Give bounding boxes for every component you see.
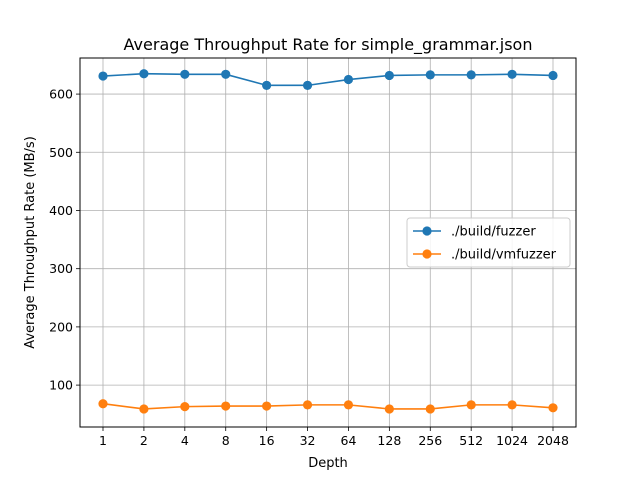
data-point bbox=[548, 70, 558, 81]
data-point bbox=[466, 70, 476, 80]
data-point bbox=[343, 74, 354, 85]
x-tick-label: 1024 bbox=[496, 433, 528, 448]
data-point bbox=[262, 80, 272, 90]
data-point bbox=[425, 70, 435, 80]
x-tick-label: 4 bbox=[181, 433, 189, 448]
data-point bbox=[302, 80, 313, 90]
legend-label: ./build/vmfuzzer bbox=[451, 248, 557, 263]
data-point bbox=[507, 400, 517, 410]
data-point bbox=[466, 400, 476, 410]
legend-item: ./build/fuzzer bbox=[413, 225, 536, 240]
data-point bbox=[221, 401, 231, 411]
x-tick-label: 256 bbox=[418, 433, 442, 448]
data-point bbox=[98, 399, 108, 409]
plot-frame bbox=[79, 57, 577, 428]
data-point bbox=[139, 404, 149, 414]
x-axis-label: Depth bbox=[308, 456, 348, 471]
y-tick-label: 100 bbox=[49, 378, 73, 393]
data-point bbox=[98, 71, 108, 81]
data-point bbox=[262, 401, 272, 411]
chart-title: Average Throughput Rate for simple_gramm… bbox=[124, 35, 533, 55]
data-point bbox=[180, 69, 190, 79]
x-tick-label: 2048 bbox=[537, 433, 569, 448]
legend-item: ./build/vmfuzzer bbox=[413, 248, 557, 263]
y-axis-label: Average Throughput Rate (MB/s) bbox=[23, 136, 38, 349]
data-point bbox=[384, 404, 394, 414]
x-tick-label: 1 bbox=[99, 433, 107, 448]
data-point bbox=[507, 69, 517, 79]
x-tick-label: 2 bbox=[140, 433, 148, 448]
x-tick-label: 512 bbox=[459, 433, 483, 448]
series-line bbox=[102, 402, 554, 410]
series-1 bbox=[98, 69, 558, 90]
data-point bbox=[221, 69, 231, 79]
data-point bbox=[139, 69, 149, 79]
x-tick-label: 128 bbox=[377, 433, 401, 448]
x-tick-label: 8 bbox=[222, 433, 230, 448]
y-tick-label: 400 bbox=[49, 203, 73, 218]
y-tick-label: 200 bbox=[49, 319, 73, 334]
series-layer bbox=[98, 69, 558, 414]
data-point bbox=[548, 403, 558, 413]
y-tick-label: 500 bbox=[49, 145, 73, 160]
data-point bbox=[302, 400, 313, 410]
legend-box bbox=[406, 217, 571, 268]
series-2 bbox=[98, 399, 558, 414]
x-tick-label: 16 bbox=[259, 433, 275, 448]
data-point bbox=[343, 400, 354, 410]
legend-label: ./build/fuzzer bbox=[451, 225, 536, 240]
data-point bbox=[425, 404, 435, 414]
y-axis: 100 200 300 400 500 600 bbox=[49, 87, 80, 393]
series-line bbox=[102, 72, 554, 87]
data-point bbox=[180, 402, 190, 412]
legend: ./build/fuzzer ./build/vmfuzzer bbox=[406, 217, 571, 268]
x-tick-label: 64 bbox=[341, 433, 357, 448]
y-tick-label: 600 bbox=[49, 87, 73, 102]
data-point bbox=[384, 70, 394, 81]
y-tick-label: 300 bbox=[49, 261, 73, 276]
legend-marker bbox=[422, 249, 432, 259]
x-axis: 1 2 4 8 16 32 64 128 256 512 1024 2048 bbox=[99, 427, 569, 448]
x-tick-label: 32 bbox=[300, 433, 316, 448]
legend-marker bbox=[422, 226, 432, 236]
